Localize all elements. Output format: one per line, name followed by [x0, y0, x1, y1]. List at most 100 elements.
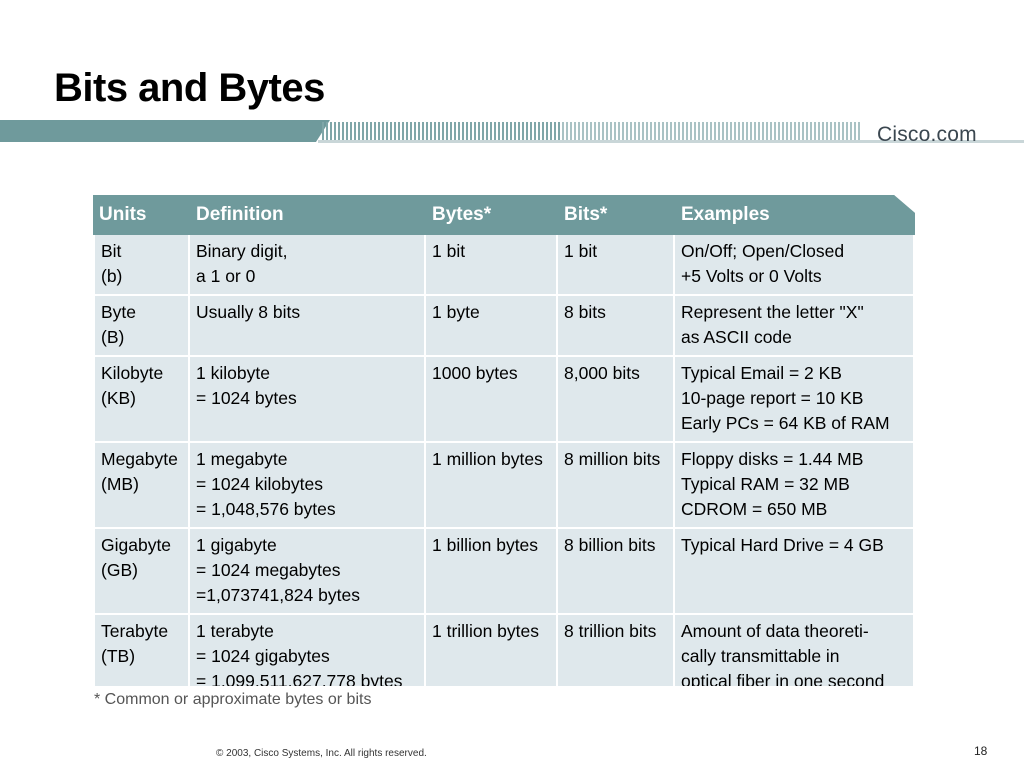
- page-number: 18: [974, 744, 988, 758]
- cell-line: (KB): [101, 388, 136, 408]
- cell-examples: Typical Hard Drive = 4 GB: [675, 529, 915, 615]
- header-units: Units: [93, 195, 190, 235]
- cell-unit: Megabyte (MB): [93, 443, 190, 529]
- cell-line: Usually 8 bits: [196, 302, 301, 322]
- cell-line: Early PCs = 64 KB of RAM: [681, 413, 890, 433]
- slide-title: Bits and Bytes: [54, 66, 325, 110]
- units-table: Units Definition Bytes* Bits* Examples B…: [93, 195, 915, 691]
- cell-definition: 1 gigabyte = 1024 megabytes =1,073741,824 …: [190, 529, 426, 615]
- cell-line: 1 byte: [432, 302, 480, 322]
- cell-bits: 8 million bits: [558, 443, 675, 529]
- units-table-container: Units Definition Bytes* Bits* Examples B…: [93, 195, 915, 686]
- cell-line: Binary digit,: [196, 241, 288, 261]
- table-row: Byte (B) Usually 8 bits 1 byte 8 bits Represe…: [93, 296, 915, 357]
- header-bits: Bits*: [558, 195, 675, 235]
- cell-definition: 1 megabyte = 1024 kilobytes = 1,048,576 by…: [190, 443, 426, 529]
- table-header-row: Units Definition Bytes* Bits* Examples: [93, 195, 915, 235]
- table-row: Megabyte (MB) 1 megabyte = 1024 kilobytes = …: [93, 443, 915, 529]
- cell-line: = 1024 kilobytes: [196, 474, 323, 494]
- cell-bytes: 1 billion bytes: [426, 529, 558, 615]
- cell-examples: Floppy disks = 1.44 MB Typical RAM = 32 M…: [675, 443, 915, 529]
- cell-unit: Terabyte (TB): [93, 615, 190, 686]
- cell-line: Typical RAM = 32 MB: [681, 474, 850, 494]
- cell-bytes: 1 bit: [426, 235, 558, 296]
- cell-line: Floppy disks = 1.44 MB: [681, 449, 864, 469]
- cell-line: 1 kilobyte: [196, 363, 270, 383]
- cell-line: 8 trillion bits: [564, 621, 657, 641]
- cell-line: On/Off; Open/Closed: [681, 241, 845, 261]
- cell-unit: Kilobyte (KB): [93, 357, 190, 443]
- cell-line: a 1 or 0: [196, 266, 256, 286]
- cell-bytes: 1 byte: [426, 296, 558, 357]
- cell-line: Byte: [101, 302, 137, 322]
- cell-line: 1 bit: [564, 241, 598, 261]
- cell-line: Typical Email = 2 KB: [681, 363, 842, 383]
- cell-examples: Represent the letter "X" as ASCII code: [675, 296, 915, 357]
- cell-line: 1 trillion bytes: [432, 621, 539, 641]
- cell-bits: 8 trillion bits: [558, 615, 675, 686]
- table-footnote: * Common or approximate bytes or bits: [94, 691, 372, 708]
- cell-line: = 1024 megabytes: [196, 560, 341, 580]
- cell-line: (GB): [101, 560, 138, 580]
- cell-line: (TB): [101, 646, 136, 666]
- table-row: Kilobyte (KB) 1 kilobyte = 1024 bytes 1000 b…: [93, 357, 915, 443]
- cell-line: 1 gigabyte: [196, 535, 277, 555]
- cell-line: (B): [101, 327, 125, 347]
- cell-line: = 1024 gigabytes: [196, 646, 330, 666]
- cell-line: 1 megabyte: [196, 449, 288, 469]
- cell-line: =1,073741,824 bytes: [196, 585, 360, 605]
- cell-bytes: 1 million bytes: [426, 443, 558, 529]
- cell-line: optical fiber in one second: [681, 671, 885, 691]
- cell-line: 1 terabyte: [196, 621, 274, 641]
- cell-unit: Byte (B): [93, 296, 190, 357]
- cell-definition: 1 kilobyte = 1024 bytes: [190, 357, 426, 443]
- table-row: Bit (b) Binary digit, a 1 or 0 1 bit 1 bit On/…: [93, 235, 915, 296]
- cell-line: Typical Hard Drive = 4 GB: [681, 535, 884, 555]
- cell-line: = 1,048,576 bytes: [196, 499, 336, 519]
- cell-bits: 1 bit: [558, 235, 675, 296]
- header-definition: Definition: [190, 195, 426, 235]
- cell-line: Terabyte: [101, 621, 169, 641]
- header-banner: [0, 118, 1024, 144]
- cell-line: cally transmittable in: [681, 646, 840, 666]
- cell-unit: Gigabyte (GB): [93, 529, 190, 615]
- cell-line: (b): [101, 266, 123, 286]
- copyright-notice: © 2003, Cisco Systems, Inc. All rights r…: [216, 748, 427, 759]
- cell-line: Represent the letter "X": [681, 302, 864, 322]
- cell-bytes: 1 trillion bytes: [426, 615, 558, 686]
- cell-definition: 1 terabyte = 1024 gigabytes = 1,099,511,62…: [190, 615, 426, 691]
- cell-unit: Bit (b): [93, 235, 190, 296]
- cell-definition: Binary digit, a 1 or 0: [190, 235, 426, 296]
- table-row: Terabyte (TB) 1 terabyte = 1024 gigabytes = …: [93, 615, 915, 691]
- cell-line: Kilobyte: [101, 363, 164, 383]
- header-examples: Examples: [675, 195, 915, 235]
- cell-line: 10-page report = 10 KB: [681, 388, 864, 408]
- cell-examples: Typical Email = 2 KB 10-page report = 10 …: [675, 357, 915, 443]
- cell-line: 8,000 bits: [564, 363, 640, 383]
- cell-line: 1 billion bytes: [432, 535, 539, 555]
- cell-line: as ASCII code: [681, 327, 792, 347]
- cell-line: 1 million bytes: [432, 449, 543, 469]
- header-bytes: Bytes*: [426, 195, 558, 235]
- cell-line: Bit: [101, 241, 122, 261]
- cell-bits: 8 billion bits: [558, 529, 675, 615]
- cell-line: Gigabyte: [101, 535, 172, 555]
- cell-line: 1000 bytes: [432, 363, 518, 383]
- cell-bytes: 1000 bytes: [426, 357, 558, 443]
- cell-line: (MB): [101, 474, 139, 494]
- cell-line: = 1024 bytes: [196, 388, 297, 408]
- cell-bits: 8,000 bits: [558, 357, 675, 443]
- cell-line: 8 bits: [564, 302, 606, 322]
- cell-line: +5 Volts or 0 Volts: [681, 266, 822, 286]
- cell-line: 1 bit: [432, 241, 466, 261]
- cell-examples: Amount of data theoreti-cally transmitta…: [675, 615, 915, 691]
- cell-line: Megabyte: [101, 449, 178, 469]
- cell-line: CDROM = 650 MB: [681, 499, 828, 519]
- table-row: Gigabyte (GB) 1 gigabyte = 1024 megabytes =1…: [93, 529, 915, 615]
- cell-line: 8 billion bits: [564, 535, 656, 555]
- cell-line: = 1,099,511,627,778 bytes: [196, 671, 403, 691]
- cell-bits: 8 bits: [558, 296, 675, 357]
- cell-line: 8 million bits: [564, 449, 661, 469]
- cell-definition: Usually 8 bits: [190, 296, 426, 357]
- cisco-brand-logo: Cisco.com: [877, 123, 977, 146]
